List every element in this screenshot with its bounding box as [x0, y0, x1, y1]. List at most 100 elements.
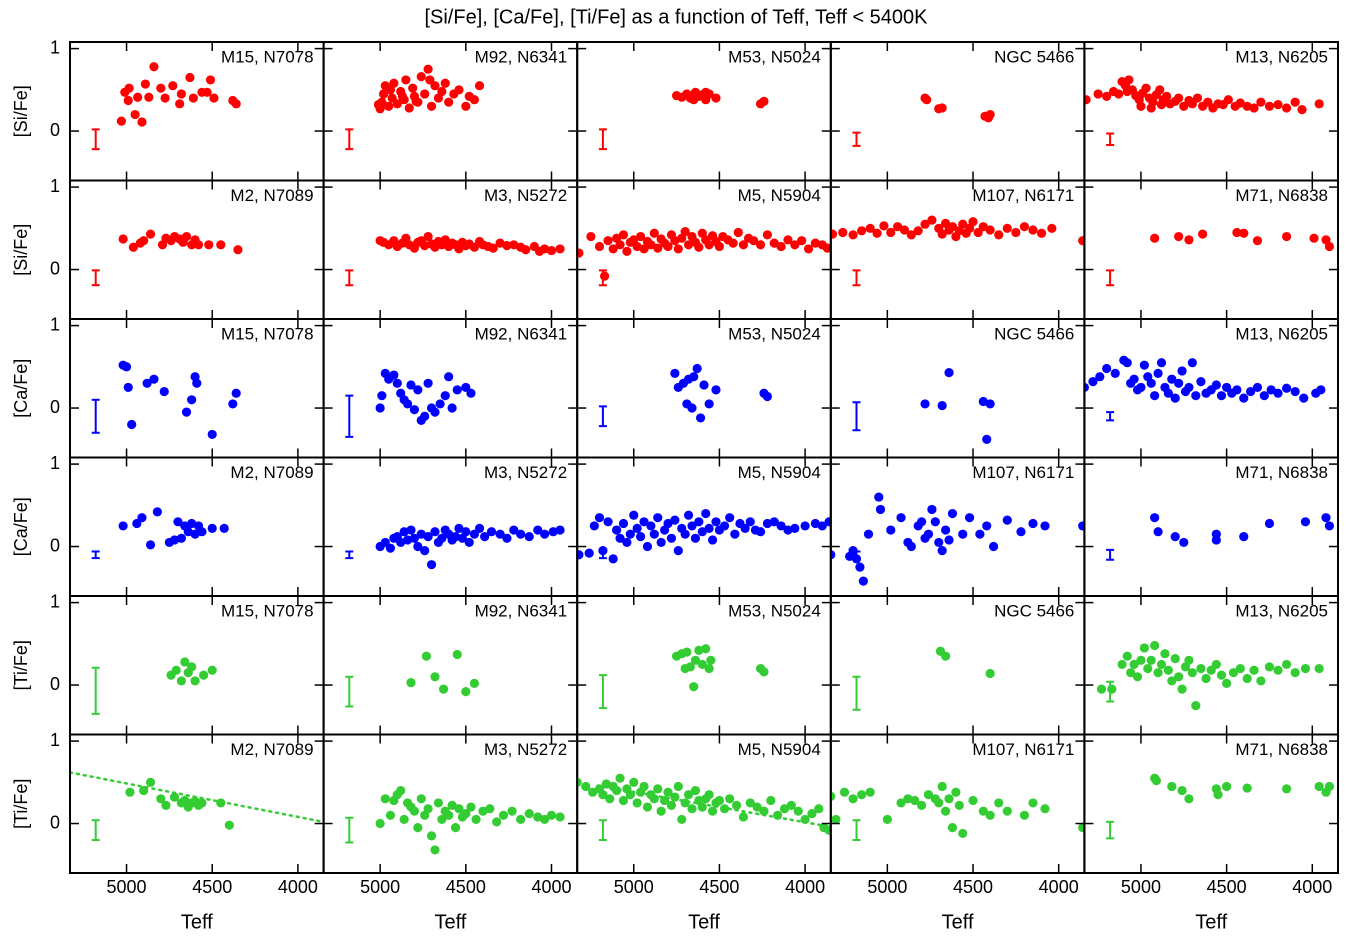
- x-tick-label: 5000: [107, 877, 147, 897]
- point: [1084, 382, 1089, 393]
- point: [421, 651, 432, 661]
- point: [1141, 83, 1151, 93]
- point: [687, 804, 697, 814]
- panel-label: M71, N6838: [1235, 463, 1328, 482]
- point: [752, 802, 762, 812]
- point: [920, 399, 930, 409]
- point: [392, 99, 402, 109]
- point: [1300, 663, 1311, 674]
- point: [663, 787, 673, 797]
- point: [397, 91, 408, 102]
- point: [121, 362, 132, 372]
- point: [629, 510, 639, 520]
- point: [978, 222, 988, 232]
- point: [903, 794, 913, 804]
- point: [377, 391, 387, 401]
- point: [1084, 95, 1091, 105]
- point: [1107, 684, 1117, 694]
- panel: [345, 231, 565, 287]
- point: [598, 790, 608, 800]
- point: [533, 525, 543, 535]
- panel-label: NGC 5466: [994, 601, 1074, 620]
- point: [1259, 391, 1269, 401]
- panel: [1106, 513, 1335, 561]
- panel: [852, 93, 995, 147]
- point: [423, 804, 433, 814]
- point: [423, 532, 433, 542]
- panel-label: M5, N5904: [738, 463, 821, 482]
- panel: [345, 649, 479, 708]
- point: [947, 823, 958, 833]
- point: [704, 240, 714, 250]
- point: [1129, 374, 1139, 384]
- point: [375, 818, 385, 829]
- point: [430, 407, 440, 417]
- point: [656, 806, 666, 816]
- point: [937, 229, 947, 239]
- point: [521, 245, 531, 255]
- point: [663, 518, 673, 529]
- point: [629, 777, 639, 787]
- point: [399, 527, 409, 537]
- point: [714, 241, 725, 252]
- y-tick-label: 1: [50, 730, 60, 750]
- panel-label: M13, N6205: [1235, 47, 1328, 66]
- point: [152, 507, 162, 517]
- point: [555, 525, 565, 535]
- point: [719, 804, 730, 814]
- point: [1136, 382, 1146, 393]
- panel-label: M107, N6171: [972, 463, 1074, 482]
- x-tick-label: 4500: [699, 877, 739, 897]
- point: [168, 81, 178, 91]
- point: [1281, 383, 1292, 393]
- point: [1300, 517, 1311, 527]
- point: [1011, 227, 1021, 238]
- point: [1184, 235, 1194, 245]
- point: [694, 645, 704, 656]
- error-bar: [91, 128, 100, 151]
- y-axis-label: [Si/Fe]: [11, 85, 31, 137]
- point: [447, 403, 457, 413]
- point: [1211, 380, 1221, 390]
- point: [437, 533, 447, 543]
- error-bar: [852, 401, 861, 432]
- point: [378, 89, 389, 99]
- point: [507, 806, 517, 816]
- point: [632, 523, 642, 533]
- point: [1256, 676, 1266, 686]
- point: [773, 810, 783, 820]
- point: [879, 221, 889, 231]
- point: [1124, 75, 1134, 85]
- point: [988, 541, 999, 552]
- point: [169, 792, 180, 802]
- point: [1235, 663, 1245, 674]
- point: [701, 508, 711, 519]
- panel-label: M5, N5904: [738, 740, 821, 759]
- point: [1191, 701, 1201, 711]
- point: [1139, 360, 1149, 370]
- point: [118, 234, 128, 244]
- point: [498, 810, 509, 820]
- panel: [345, 785, 565, 855]
- point: [663, 241, 673, 252]
- panel: [830, 781, 1085, 842]
- panel: [345, 523, 565, 570]
- point: [437, 814, 447, 825]
- point: [1213, 790, 1223, 800]
- point: [140, 79, 150, 89]
- point: [444, 372, 454, 382]
- point: [452, 649, 462, 660]
- point: [947, 508, 958, 519]
- panel-label: M92, N6341: [475, 47, 568, 66]
- point: [958, 219, 968, 229]
- panel: [91, 657, 217, 715]
- x-tick-label: 4000: [785, 877, 825, 897]
- point: [546, 245, 557, 256]
- point: [680, 227, 690, 237]
- point: [502, 241, 512, 251]
- point: [1122, 358, 1132, 368]
- point: [653, 784, 663, 794]
- panel: [577, 508, 831, 564]
- point: [701, 644, 711, 654]
- point: [740, 523, 750, 533]
